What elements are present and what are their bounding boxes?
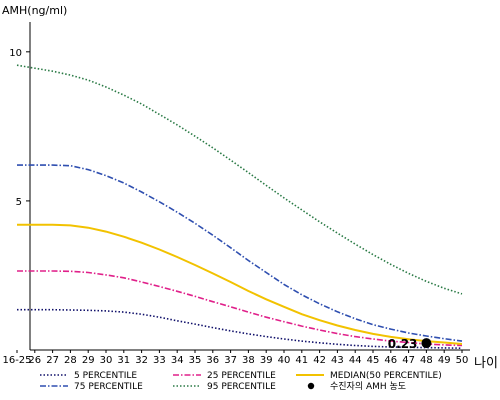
patient-point-marker: [421, 338, 432, 349]
legend-label-2: MEDIAN(50 PERCENTILE): [330, 371, 442, 381]
series-line-1: [17, 164, 463, 342]
x-tick-label: 40: [278, 355, 291, 366]
x-tick-label: 42: [313, 355, 326, 366]
x-tick-label: 16-25: [2, 355, 31, 366]
x-tick-label: 41: [295, 355, 308, 366]
x-tick-label: 36: [206, 355, 219, 366]
x-tick-label: 30: [100, 355, 113, 366]
x-tick-label: 43: [331, 355, 344, 366]
y-tick-label: 5: [16, 197, 22, 208]
legend-label-3: 75 PERCENTILE: [74, 382, 143, 392]
x-tick-label: 47: [402, 355, 415, 366]
series-lines: [16, 64, 463, 349]
legend-label-5: 수진자의 AMH 농도: [330, 381, 406, 392]
series-line-2: [17, 270, 463, 347]
y-ticks: 5 10: [9, 48, 30, 208]
series-line-0: [17, 308, 463, 349]
patient-point: 0.23: [388, 337, 432, 351]
legend: 5 PERCENTILE 25 PERCENTILE MEDIAN(50 PERCE…: [40, 371, 442, 392]
x-axis-label: 나이: [474, 356, 498, 371]
x-tick-label: 35: [189, 355, 202, 366]
x-tick-label: 27: [46, 355, 59, 366]
legend-label-0: 5 PERCENTILE: [74, 371, 137, 381]
x-tick-label: 45: [367, 355, 380, 366]
x-tick-label: 46: [384, 355, 397, 366]
y-tick-label: 10: [9, 48, 22, 59]
y-axis-label: AMH(ng/ml): [2, 4, 67, 17]
x-tick-label: 28: [64, 355, 77, 366]
x-tick-label: 39: [260, 355, 273, 366]
series-line-4: [17, 223, 463, 345]
x-tick-label: 38: [242, 355, 255, 366]
patient-point-label: 0.23: [388, 337, 418, 351]
x-tick-label: 50: [456, 355, 469, 366]
x-tick-label: 37: [224, 355, 237, 366]
legend-swatch-5: [307, 382, 315, 390]
x-tick-label: 34: [171, 355, 184, 366]
x-tick-label: 48: [420, 355, 433, 366]
legend-label-1: 25 PERCENTILE: [207, 371, 276, 381]
legend-label-4: 95 PERCENTILE: [207, 382, 276, 392]
x-tick-label: 49: [438, 355, 451, 366]
x-tick-label: 44: [349, 355, 362, 366]
x-tick-label: 32: [135, 355, 148, 366]
series-line-3: [16, 64, 463, 295]
x-tick-label: 31: [117, 355, 130, 366]
x-tick-label: 33: [153, 355, 166, 366]
x-tick-label: 26: [28, 355, 41, 366]
x-tick-label: 29: [82, 355, 95, 366]
